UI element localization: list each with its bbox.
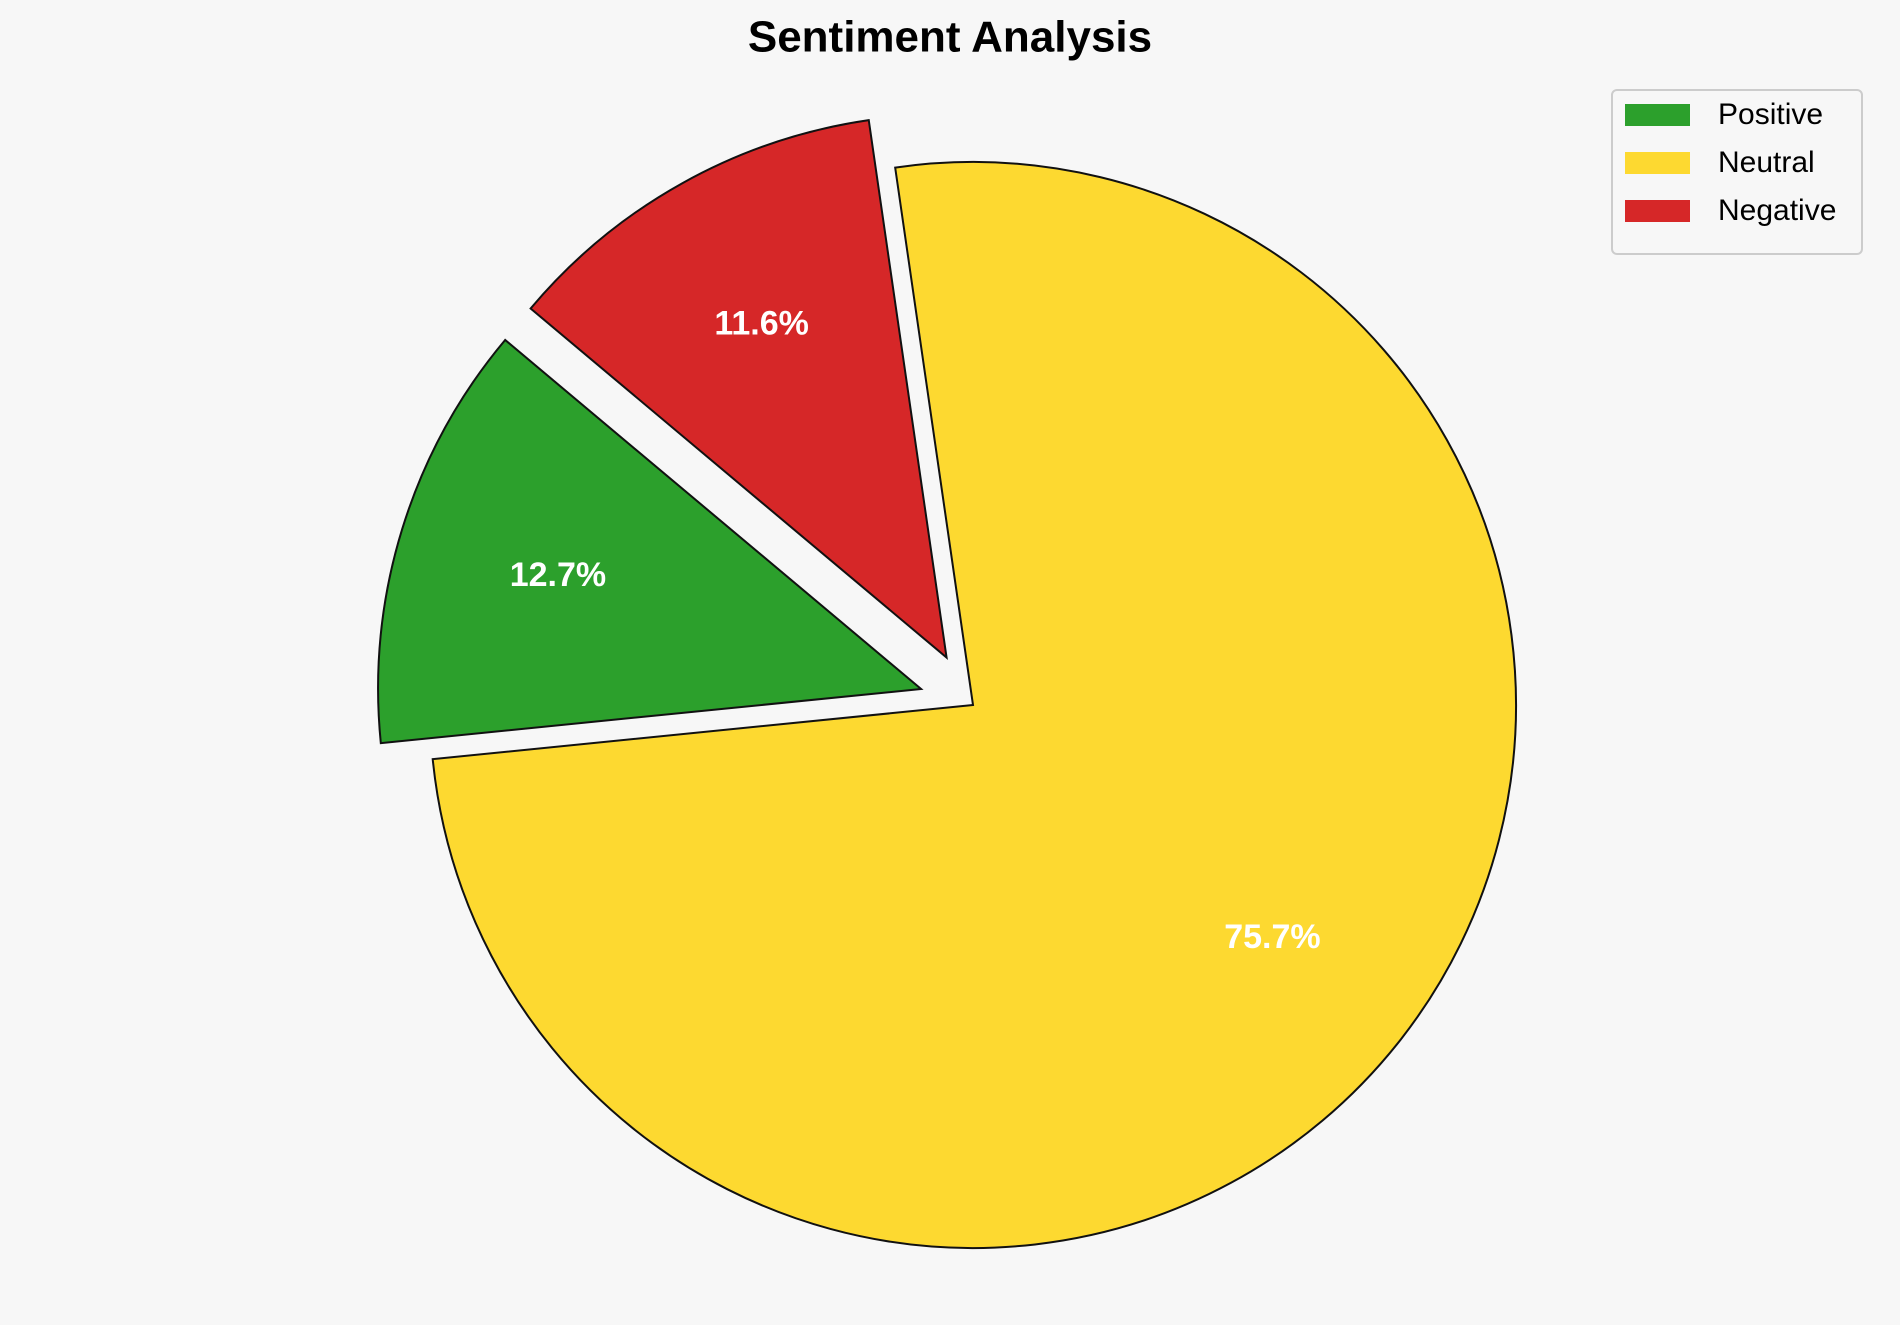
legend-swatch [1625,152,1690,174]
slice-label: 11.6% [714,304,809,342]
legend-label: Positive [1718,98,1823,131]
legend-label: Neutral [1718,146,1815,179]
chart-title: Sentiment Analysis [748,13,1152,62]
slice-label: 75.7% [1224,918,1320,956]
legend-swatch [1625,104,1690,126]
legend-label: Negative [1718,194,1836,227]
pie-slice [529,119,948,661]
slice-label: 12.7% [510,556,606,594]
pie-slice [431,161,1517,1249]
legend-swatch [1625,200,1690,222]
pie-slice [377,338,924,745]
